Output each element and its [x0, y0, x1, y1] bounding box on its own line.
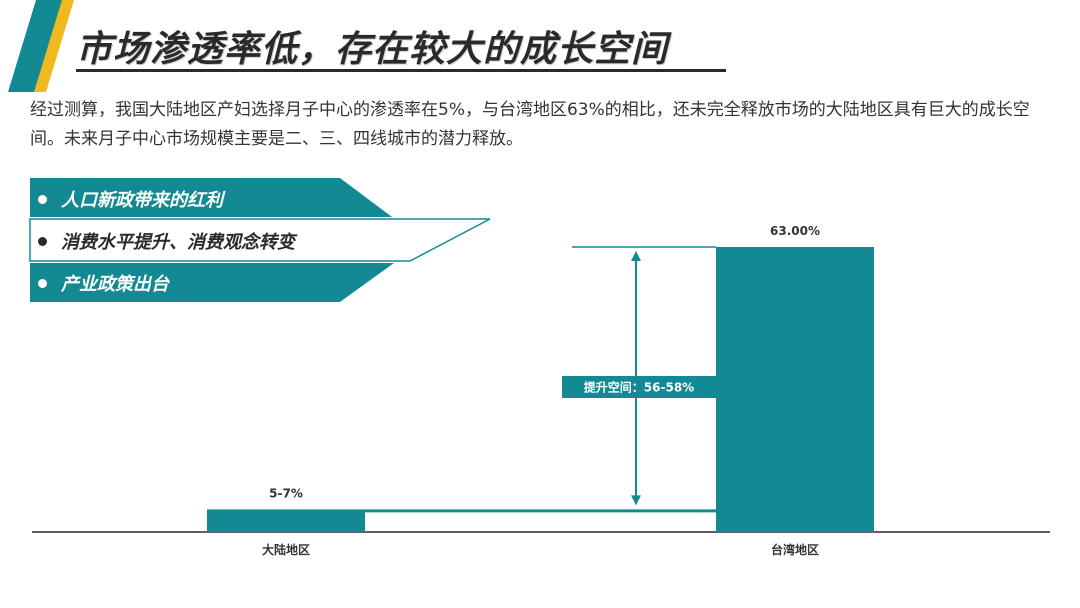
- connector-line: [365, 509, 716, 513]
- title-decoration: [8, 0, 74, 92]
- annotation-box: [562, 376, 716, 398]
- category-label: 台湾地区: [771, 542, 819, 557]
- data-label: 63.00%: [770, 224, 820, 238]
- annotation-label: 提升空间：56-58%: [584, 380, 694, 395]
- category-label: 大陆地区: [262, 542, 310, 557]
- bar: [207, 509, 365, 532]
- bar: [716, 247, 874, 532]
- title-underline: [76, 69, 726, 72]
- arrow-down-icon: [631, 495, 641, 506]
- page-title: 市场渗透率低，存在较大的成长空间: [76, 29, 669, 70]
- data-label: 5-7%: [269, 486, 303, 500]
- intro-paragraph: 经过测算，我国大陆地区产妇选择月子中心的渗透率在5%，与台湾地区63%的相比，还…: [30, 100, 1030, 149]
- arrow-up-icon: [631, 251, 641, 261]
